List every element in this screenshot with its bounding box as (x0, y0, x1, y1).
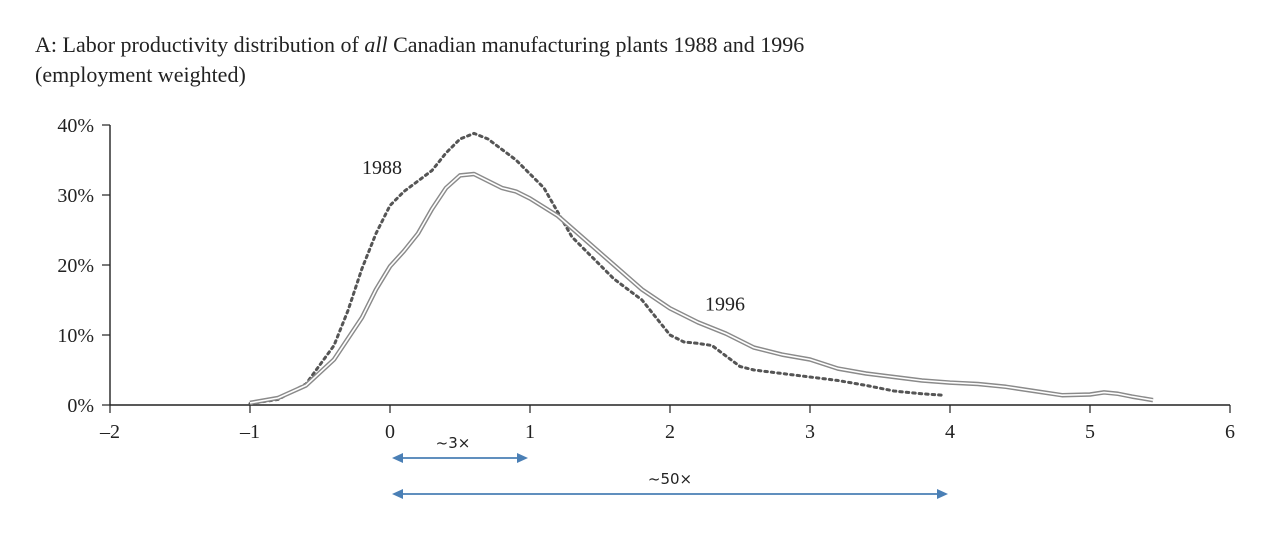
y-tick-label: 20% (57, 255, 94, 277)
x-tick-label: 0 (385, 421, 395, 443)
span-arrow-head-left (392, 453, 403, 463)
y-tick-label: 0% (67, 395, 94, 417)
y-tick-label: 30% (57, 185, 94, 207)
x-tick-label: 3 (805, 421, 815, 443)
series-1996-inner-stroke (249, 173, 1154, 404)
y-tick-label: 40% (57, 115, 94, 137)
span-arrow-head-right (517, 453, 528, 463)
title-prefix: A: Labor productivity distribution of (35, 32, 365, 57)
chart-title-line-2: (employment weighted) (35, 62, 246, 87)
x-tick-label: 6 (1225, 421, 1235, 443)
series-1996-outer-stroke (249, 171, 1154, 406)
title-emphasis: all (364, 32, 388, 57)
title-suffix: Canadian manufacturing plants 1988 and 1… (387, 32, 805, 57)
span-arrow-head-left (392, 489, 403, 499)
chart-title-line-1: A: Labor productivity distribution of al… (35, 30, 804, 60)
span-annotation-2: ~50× (392, 470, 948, 499)
x-tick-label: –2 (99, 421, 120, 443)
series-1988-label: 1988 (362, 157, 402, 179)
span-label: ~50× (648, 470, 692, 488)
series-1988-line (248, 131, 945, 406)
series-1996-line (249, 171, 1154, 406)
series-1996-label: 1996 (705, 294, 745, 316)
x-tick-label: 1 (525, 421, 535, 443)
span-arrow-head-right (937, 489, 948, 499)
y-tick-label: 10% (57, 325, 94, 347)
x-tick-label: –1 (239, 421, 260, 443)
x-tick-label: 2 (665, 421, 675, 443)
span-annotation-1: ~3× (392, 434, 528, 463)
span-label: ~3× (436, 434, 471, 452)
chart-title: A: Labor productivity distribution of al… (35, 30, 804, 90)
x-tick-label: 4 (945, 421, 955, 443)
x-tick-label: 5 (1085, 421, 1095, 443)
